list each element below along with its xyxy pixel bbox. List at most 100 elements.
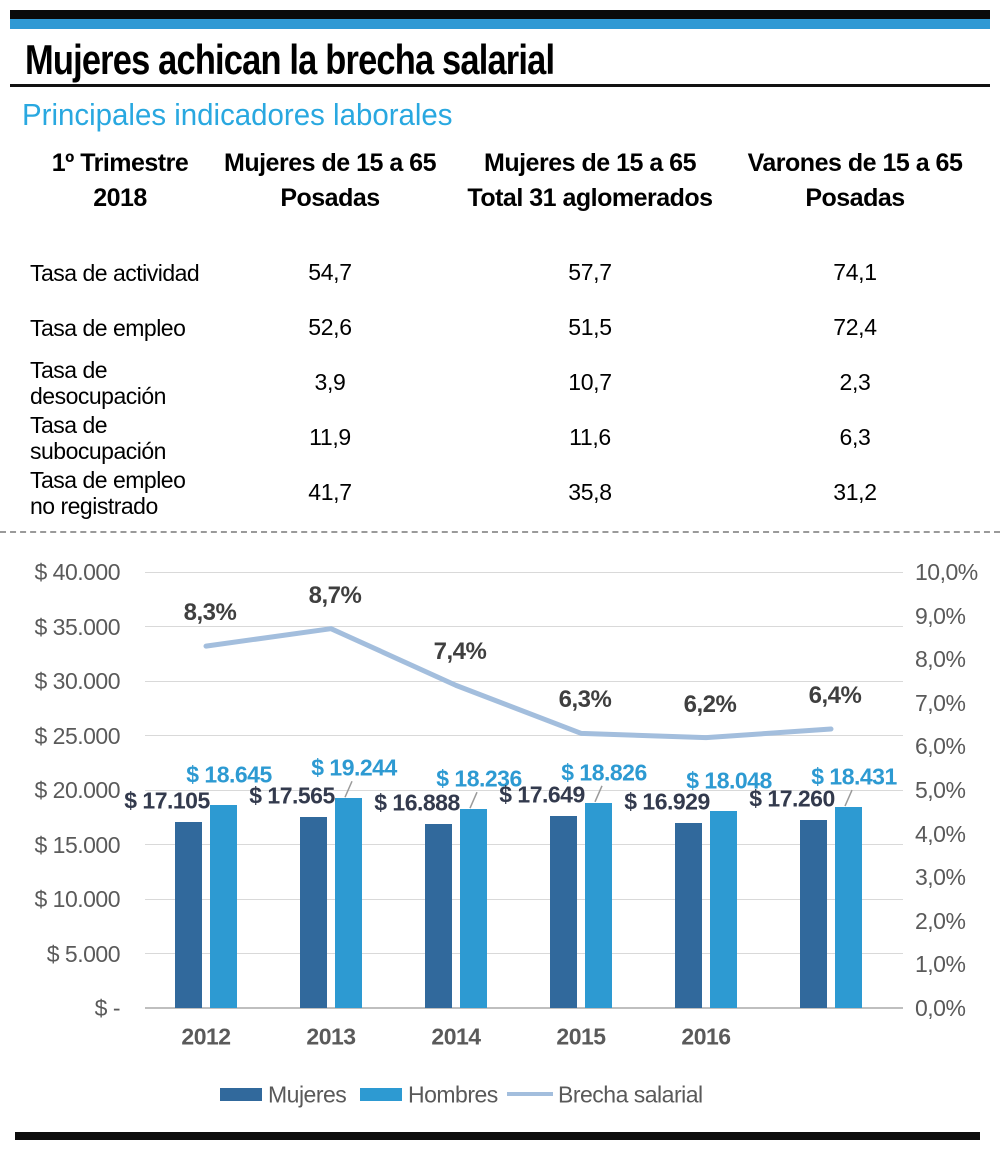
row-value: 54,7 <box>308 259 352 285</box>
bar-label-hombres: $ 19.244 <box>311 754 397 781</box>
left-axis-tick-label: $ 15.000 <box>34 831 120 858</box>
table-column-header-line: Mujeres de 15 a 65 <box>484 149 696 177</box>
gridline <box>145 571 903 573</box>
row-value: 72,4 <box>833 314 877 340</box>
left-axis-tick-label: $ 30.000 <box>34 668 120 694</box>
bar-label-hombres: $ 18.645 <box>186 761 272 788</box>
table-header-row: 1º Trimestre 2018 Mujeres de 15 a 65 Posada… <box>30 146 980 216</box>
table-column-header-line: Posadas <box>280 184 380 212</box>
row-label-line: Tasa de actividad <box>30 259 200 286</box>
bar-label-mujeres: $ 17.565 <box>249 782 335 809</box>
table-row: Tasa de desocupación 3,9 10,7 2,3 <box>30 355 980 410</box>
left-axis-tick-label: $ 40.000 <box>34 559 120 585</box>
row-label-line: Tasa de empleo <box>30 466 186 493</box>
row-value: 51,5 <box>568 314 612 340</box>
table-column-header-line: Total 31 aglomerados <box>467 184 713 212</box>
x-axis-year-label: 2013 <box>306 1023 356 1050</box>
row-label: Tasa de empleo no registrado <box>30 467 210 519</box>
x-axis-year-label: 2014 <box>431 1023 481 1050</box>
bar-mujeres <box>800 819 827 1008</box>
bar-mujeres <box>675 823 702 1008</box>
gap-percent-label: 6,2% <box>683 690 737 718</box>
row-label-line: Tasa de desocupación <box>30 356 166 409</box>
left-axis-tick-label: $ 10.000 <box>34 886 120 912</box>
row-value: 2,3 <box>839 369 871 395</box>
brecha-line-layer <box>203 626 853 809</box>
left-axis-tick-label: $ 35.000 <box>34 613 120 640</box>
row-value: 3,9 <box>314 369 346 395</box>
gap-percent-label: 7,4% <box>433 638 487 666</box>
legend-label: Hombres <box>408 1081 498 1108</box>
table-body: Tasa de actividad 54,7 57,7 74,1 Tasa de emp… <box>30 245 980 520</box>
legend-swatch-hombres <box>360 1088 402 1101</box>
table-column-header-line: Mujeres de 15 a 65 <box>224 149 436 177</box>
right-axis-tick-label: 8,0% <box>915 646 966 673</box>
row-value: 41,7 <box>308 479 352 505</box>
page-subtitle: Principales indicadores laborales <box>22 97 453 132</box>
bar-label-hombres: $ 18.431 <box>811 763 897 790</box>
row-value: 10,7 <box>568 369 612 395</box>
legend-line-brecha-salarial <box>507 1092 553 1096</box>
gridline <box>145 844 903 845</box>
x-axis-line <box>145 1007 903 1009</box>
bar-hombres <box>335 798 362 1008</box>
gridline <box>145 898 903 900</box>
row-value: 11,6 <box>569 424 611 450</box>
dashed-divider <box>0 531 1000 533</box>
left-axis-tick-label: $ 25.000 <box>34 722 120 749</box>
right-axis-tick-label: 4,0% <box>915 820 966 847</box>
bar-label-hombres: $ 18.826 <box>561 759 647 786</box>
right-axis-tick-label: 2,0% <box>915 907 966 934</box>
table-row: Tasa de actividad 54,7 57,7 74,1 <box>30 245 980 300</box>
masthead-blue-bar <box>10 19 990 29</box>
row-label: Tasa de desocupación <box>30 357 210 409</box>
masthead-black-bar <box>10 10 990 19</box>
right-axis-tick-label: 0,0% <box>915 995 966 1021</box>
right-axis-tick-label: 3,0% <box>915 864 966 891</box>
bar-mujeres <box>425 823 452 1008</box>
left-axis-tick-label: $ 20.000 <box>34 777 120 803</box>
legend-label: Brecha salarial <box>558 1081 703 1108</box>
bar-hombres <box>835 807 862 1008</box>
table-column-header-line: 1º Trimestre <box>51 149 189 177</box>
row-value: 57,7 <box>568 259 612 285</box>
bar-label-mujeres: $ 16.929 <box>624 788 710 815</box>
bar-label-mujeres: $ 17.649 <box>499 781 585 808</box>
table-row: Tasa de empleo no registrado 41,7 35,8 31,2 <box>30 465 980 520</box>
table-column-header-2: Mujeres de 15 a 65 Posadas <box>210 146 450 216</box>
gap-percent-label: 8,3% <box>183 599 237 627</box>
bar-label-hombres: $ 18.236 <box>436 765 522 792</box>
title-rule <box>10 84 990 87</box>
x-axis-year-label: 2012 <box>181 1023 231 1050</box>
brecha-salarial-line <box>203 626 834 741</box>
row-label-line: Tasa de subocupación <box>30 411 166 464</box>
gridline <box>145 953 903 954</box>
table-column-header-4: Varones de 15 a 65 Posadas <box>730 146 980 216</box>
right-axis-tick-label: 9,0% <box>915 602 966 629</box>
right-axis-tick-label: 1,0% <box>915 951 966 978</box>
bar-mujeres <box>175 821 202 1008</box>
data-label-leader-line <box>844 789 853 807</box>
bar-hombres <box>585 802 612 1008</box>
left-axis-tick-label: $ - <box>94 995 121 1021</box>
gap-percent-label: 6,4% <box>808 681 862 709</box>
row-value: 52,6 <box>308 314 352 340</box>
table-row: Tasa de subocupación 11,9 11,6 6,3 <box>30 410 980 465</box>
table-row: Tasa de empleo 52,6 51,5 72,4 <box>30 300 980 355</box>
data-label-leader-line <box>344 780 353 798</box>
gridline <box>145 789 903 791</box>
footer-black-bar <box>15 1132 980 1140</box>
bar-hombres <box>210 804 237 1008</box>
row-label: Tasa de subocupación <box>30 412 210 464</box>
bar-mujeres <box>550 815 577 1008</box>
table-column-header-line: 2018 <box>93 184 147 212</box>
bar-label-mujeres: $ 17.260 <box>749 785 835 812</box>
legend-label: Mujeres <box>268 1081 347 1108</box>
left-axis-tick-label: $ 5.000 <box>46 940 121 967</box>
table-column-header-1: 1º Trimestre 2018 <box>30 146 210 216</box>
legend-swatch-mujeres <box>220 1088 262 1101</box>
indicators-table: 1º Trimestre 2018 Mujeres de 15 a 65 Posada… <box>30 146 980 520</box>
row-value: 31,2 <box>833 479 877 505</box>
row-label-line: Tasa de empleo <box>30 314 186 341</box>
